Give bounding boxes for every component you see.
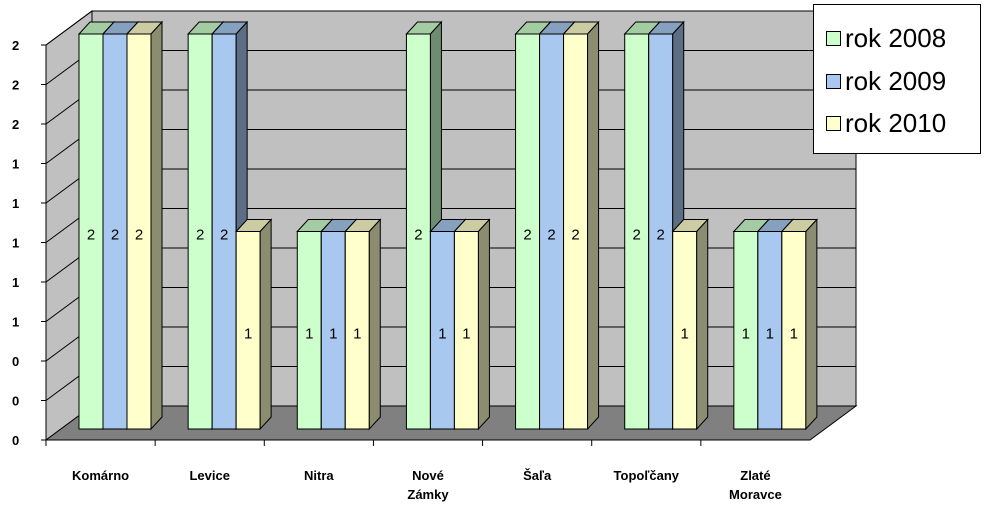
y-tick-label: 1: [12, 236, 19, 251]
bar-data-label: 1: [329, 325, 337, 342]
x-category-label: Nové: [412, 468, 444, 483]
bar-data-label: 2: [633, 227, 641, 244]
bar-data-label: 1: [353, 325, 361, 342]
x-category-label: Zámky: [407, 487, 449, 502]
bar-data-label: 1: [462, 325, 470, 342]
y-tick-label: 1: [12, 315, 19, 330]
x-category-label: Topoľčany: [614, 468, 680, 483]
bar-side: [477, 218, 490, 431]
x-category-label: Nitra: [304, 468, 334, 483]
legend-swatch-2010: [826, 115, 841, 131]
bar-data-label: 1: [244, 325, 252, 342]
y-tick-label: 0: [12, 394, 19, 409]
bar-front: [733, 231, 759, 430]
bar-front: [515, 33, 541, 430]
bar-side: [368, 218, 381, 431]
bar-front: [344, 231, 370, 430]
legend-item-2008: rok 2008: [826, 18, 946, 58]
bar-data-label: 1: [742, 325, 750, 342]
bar-front: [187, 33, 213, 430]
legend-swatch-2008: [826, 30, 841, 46]
x-category-label: Zlaté: [740, 468, 770, 483]
y-tick-label: 1: [12, 157, 19, 172]
bar-side: [805, 218, 818, 431]
legend-swatch-2009: [826, 73, 841, 89]
bar-data-label: 1: [766, 325, 774, 342]
bar-front: [102, 33, 128, 430]
bar-data-label: 2: [196, 227, 204, 244]
bar-front: [563, 33, 589, 430]
bar-front: [320, 231, 346, 430]
y-tick-label: 1: [12, 275, 19, 290]
bar-front: [648, 33, 674, 430]
chart-legend: rok 2008 rok 2009 rok 2010: [813, 4, 981, 154]
bar-data-label: 2: [414, 227, 422, 244]
legend-label-2009: rok 2009: [845, 65, 947, 96]
legend-item-2009: rok 2009: [826, 61, 946, 101]
bar-front: [429, 231, 455, 430]
y-tick-label: 2: [12, 117, 19, 132]
bar-data-label: 1: [790, 325, 798, 342]
bar-side: [259, 218, 272, 431]
legend-item-2010: rok 2010: [826, 103, 946, 143]
bar-front: [126, 33, 152, 430]
bar-data-label: 2: [547, 227, 555, 244]
bar-front: [296, 231, 322, 430]
bar-data-label: 2: [571, 227, 579, 244]
bar-side: [150, 20, 163, 431]
legend-label-2010: rok 2010: [845, 107, 947, 138]
gridline: [45, 10, 856, 46]
bar-data-label: 1: [438, 325, 446, 342]
y-tick-label: 0: [12, 433, 19, 448]
x-category-label: Levice: [189, 468, 229, 483]
bar-data-label: 2: [87, 227, 95, 244]
bar-side: [587, 20, 600, 431]
y-tick-label: 2: [12, 78, 19, 93]
y-tick-label: 2: [12, 38, 19, 53]
bar-data-label: 1: [305, 325, 313, 342]
bar-front: [624, 33, 650, 430]
bar-data-label: 2: [220, 227, 228, 244]
x-category-label: Komárno: [72, 468, 129, 483]
bar-data-label: 2: [523, 227, 531, 244]
bar-front: [781, 231, 807, 430]
y-tick-label: 0: [12, 354, 19, 369]
bar-data-label: 2: [657, 227, 665, 244]
y-tick-label: 1: [12, 196, 19, 211]
x-category-label: Moravce: [729, 487, 782, 502]
x-category-label: Šaľa: [523, 468, 552, 483]
bar-data-label: 2: [111, 227, 119, 244]
legend-label-2008: rok 2008: [845, 22, 947, 53]
bar-front: [539, 33, 565, 430]
bar-side: [696, 218, 709, 431]
bar-data-label: 2: [135, 227, 143, 244]
bar-data-label: 1: [681, 325, 689, 342]
